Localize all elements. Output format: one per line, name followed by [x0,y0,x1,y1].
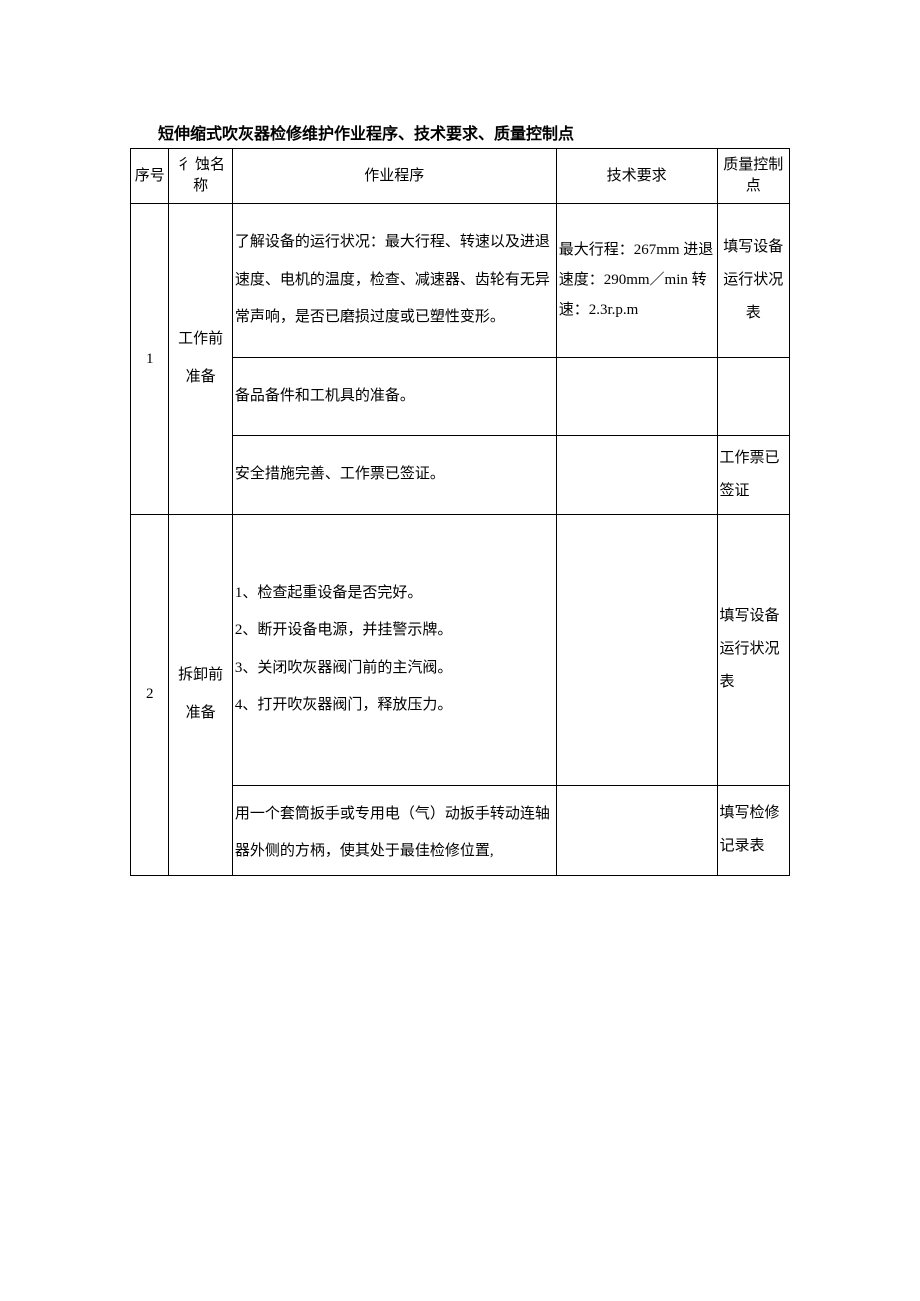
header-proc: 作业程序 [232,149,556,204]
cell-qc: 填写设备运行状况表 [717,514,790,785]
header-seq: 序号 [131,149,169,204]
maintenance-table: 序号 彳 蚀名称 作业程序 技术要求 质量控制点 1 工作前准备 了解设备的运行… [130,148,790,876]
table-header-row: 序号 彳 蚀名称 作业程序 技术要求 质量控制点 [131,149,790,204]
cell-tech [556,785,717,875]
table-row: 2 拆卸前准备 1、检查起重设备是否完好。 2、断开设备电源，并挂警示牌。 3、… [131,514,790,785]
cell-name: 工作前准备 [169,204,232,515]
header-name: 彳 蚀名称 [169,149,232,204]
cell-tech: 最大行程：267mm 进退速度：290mm／min 转速：2.3r.p.m [556,204,717,358]
cell-proc: 安全措施完善、工作票已签证。 [232,436,556,515]
header-qc: 质量控制点 [717,149,790,204]
cell-qc: 填写检修记录表 [717,785,790,875]
cell-proc: 1、检查起重设备是否完好。 2、断开设备电源，并挂警示牌。 3、关闭吹灰器阀门前… [232,514,556,785]
cell-proc: 了解设备的运行状况：最大行程、转速以及进退速度、电机的温度，检查、减速器、齿轮有… [232,204,556,358]
cell-proc: 用一个套筒扳手或专用电（气）动扳手转动连轴器外侧的方柄，使其处于最佳检修位置, [232,785,556,875]
document-title: 短伸缩式吹灰器检修维护作业程序、技术要求、质量控制点 [130,120,790,144]
cell-qc: 填写设备运行状况表 [717,204,790,358]
cell-proc: 备品备件和工机具的准备。 [232,357,556,436]
cell-qc [717,357,790,436]
cell-tech [556,514,717,785]
cell-tech [556,357,717,436]
table-row: 1 工作前准备 了解设备的运行状况：最大行程、转速以及进退速度、电机的温度，检查… [131,204,790,358]
cell-name: 拆卸前准备 [169,514,232,875]
cell-seq: 1 [131,204,169,515]
cell-seq: 2 [131,514,169,875]
cell-tech [556,436,717,515]
header-tech: 技术要求 [556,149,717,204]
cell-qc: 工作票已签证 [717,436,790,515]
